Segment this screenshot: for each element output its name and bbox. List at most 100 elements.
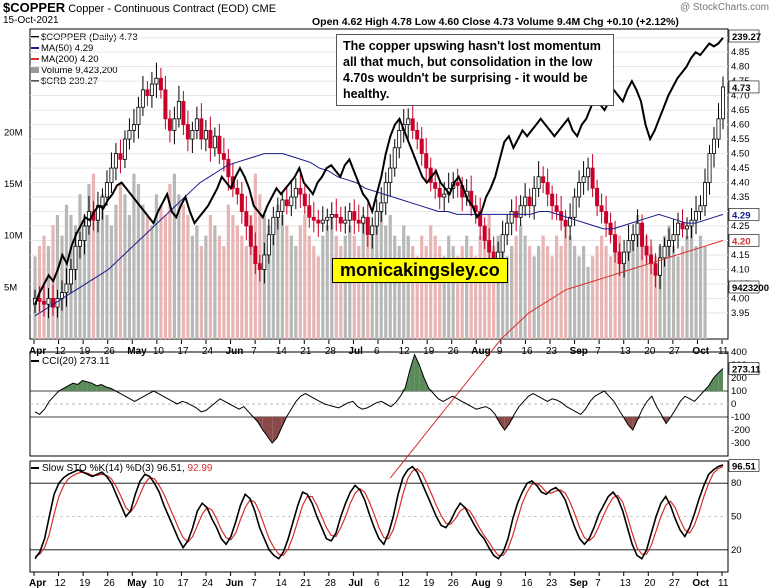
x-tick-label: 7 [251,578,257,588]
volume-bar [608,256,613,339]
candle-body [500,234,505,253]
candle-body [392,147,397,169]
brand-label: monicakingsley.co [332,258,508,283]
price-tick-label: 4.35 [731,192,750,203]
x-tick-label: 26 [104,346,116,357]
cci-line [34,353,724,444]
candle-body [586,167,591,178]
x-tick-label: 21 [300,578,312,588]
x-tick-label: 10 [153,346,165,357]
candle-body [64,283,69,294]
volume-bar [352,235,356,339]
candle-body [509,211,514,224]
candle-body [289,196,294,207]
volume-bar [537,246,541,339]
candle-body [437,187,442,198]
x-tick-label: 23 [546,346,558,357]
volume-bar [685,235,689,339]
candle-body [109,167,114,183]
volume-bar [415,256,419,339]
candle-body [194,118,199,131]
candle-body [208,130,213,149]
x-tick-label: 7 [251,346,257,357]
volume-bar [96,204,100,339]
x-tick-label: 28 [325,578,337,588]
volume-bar [698,235,703,339]
candle-body [248,225,253,247]
candle-body [73,245,78,270]
value-tag-text: 239.27 [732,32,761,43]
volume-bar [671,246,676,339]
volume-bar [208,215,212,339]
cci-oversold-fill [509,417,515,424]
volume-bar [460,246,464,339]
candle-body [694,211,699,221]
x-tick-label: 12 [399,578,411,588]
ma50-value-tag: 4.29 [728,208,760,221]
annotation-box: The copper upswing hasn't lost momentum … [336,34,614,106]
candle-body [253,245,258,265]
candle-body [671,234,676,241]
volume-bar [680,246,685,339]
cci-label: CCI(20) 273.11 [42,356,110,367]
candle-body [370,225,375,236]
x-tick-label: 19 [79,578,91,588]
price-tick-label: 4.10 [731,264,750,275]
candle-body [658,257,663,276]
volume-bar [604,246,608,339]
value-tag-box [728,208,760,221]
symbol: $COPPER [3,0,66,15]
x-tick-label: 19 [423,578,435,588]
cci-overbought-fill [96,384,102,391]
value-tag-box [728,234,760,247]
volume-bar [307,235,311,339]
volume-bar [653,256,658,339]
volume-bar [532,256,536,339]
candle-body [307,205,312,218]
cci-oversold-fill [504,417,510,430]
volume-bar [555,235,559,339]
x-tick-label: 26 [448,578,460,588]
volume-bar [523,235,527,339]
volume-bar [469,246,473,339]
value-tag-box [728,80,760,94]
volume-bar [644,235,649,339]
cci-overbought-fill [419,365,425,391]
volume-bar [136,184,141,339]
volume-bar [626,246,631,339]
candle-body [653,263,658,276]
price-tick-label: 4.15 [731,250,750,261]
volume-bar [285,225,289,339]
candle-body [136,106,141,126]
x-tick-label: 17 [177,346,189,357]
volume-bar [168,184,172,339]
volume-bar [474,256,478,339]
volume-bar [613,246,617,339]
candle-body [721,86,726,120]
price-tick-label: 4.55 [731,134,750,145]
value-tag-text: 96.51 [732,461,756,472]
candle-body [563,219,568,227]
volume-bar [132,173,136,339]
x-tick-label: 9 [497,578,503,588]
candle-body [302,193,307,207]
volume-bar [393,235,397,339]
volume-bar [676,256,680,339]
cci-tick-label: 0 [731,399,736,410]
legend-swatch [31,58,39,61]
volume-bar [73,225,78,339]
volume-bar [447,235,451,339]
x-tick-label: Aug [471,578,490,588]
sto-legend: Slow STO %K(14) %D(3) 96.51, 92.99 [31,463,212,474]
candle-body [352,211,357,221]
volume-bar [235,225,239,339]
pane-frame [29,28,729,340]
volume-bar [703,246,707,339]
x-tick-label: Apr [29,578,46,588]
volume-bar [582,246,586,339]
ma200-value-tag: 4.20 [728,234,760,247]
candle-body [536,176,541,189]
x-tick-label: 19 [79,346,91,357]
volume-bar [433,235,437,339]
candle-body [140,89,145,108]
